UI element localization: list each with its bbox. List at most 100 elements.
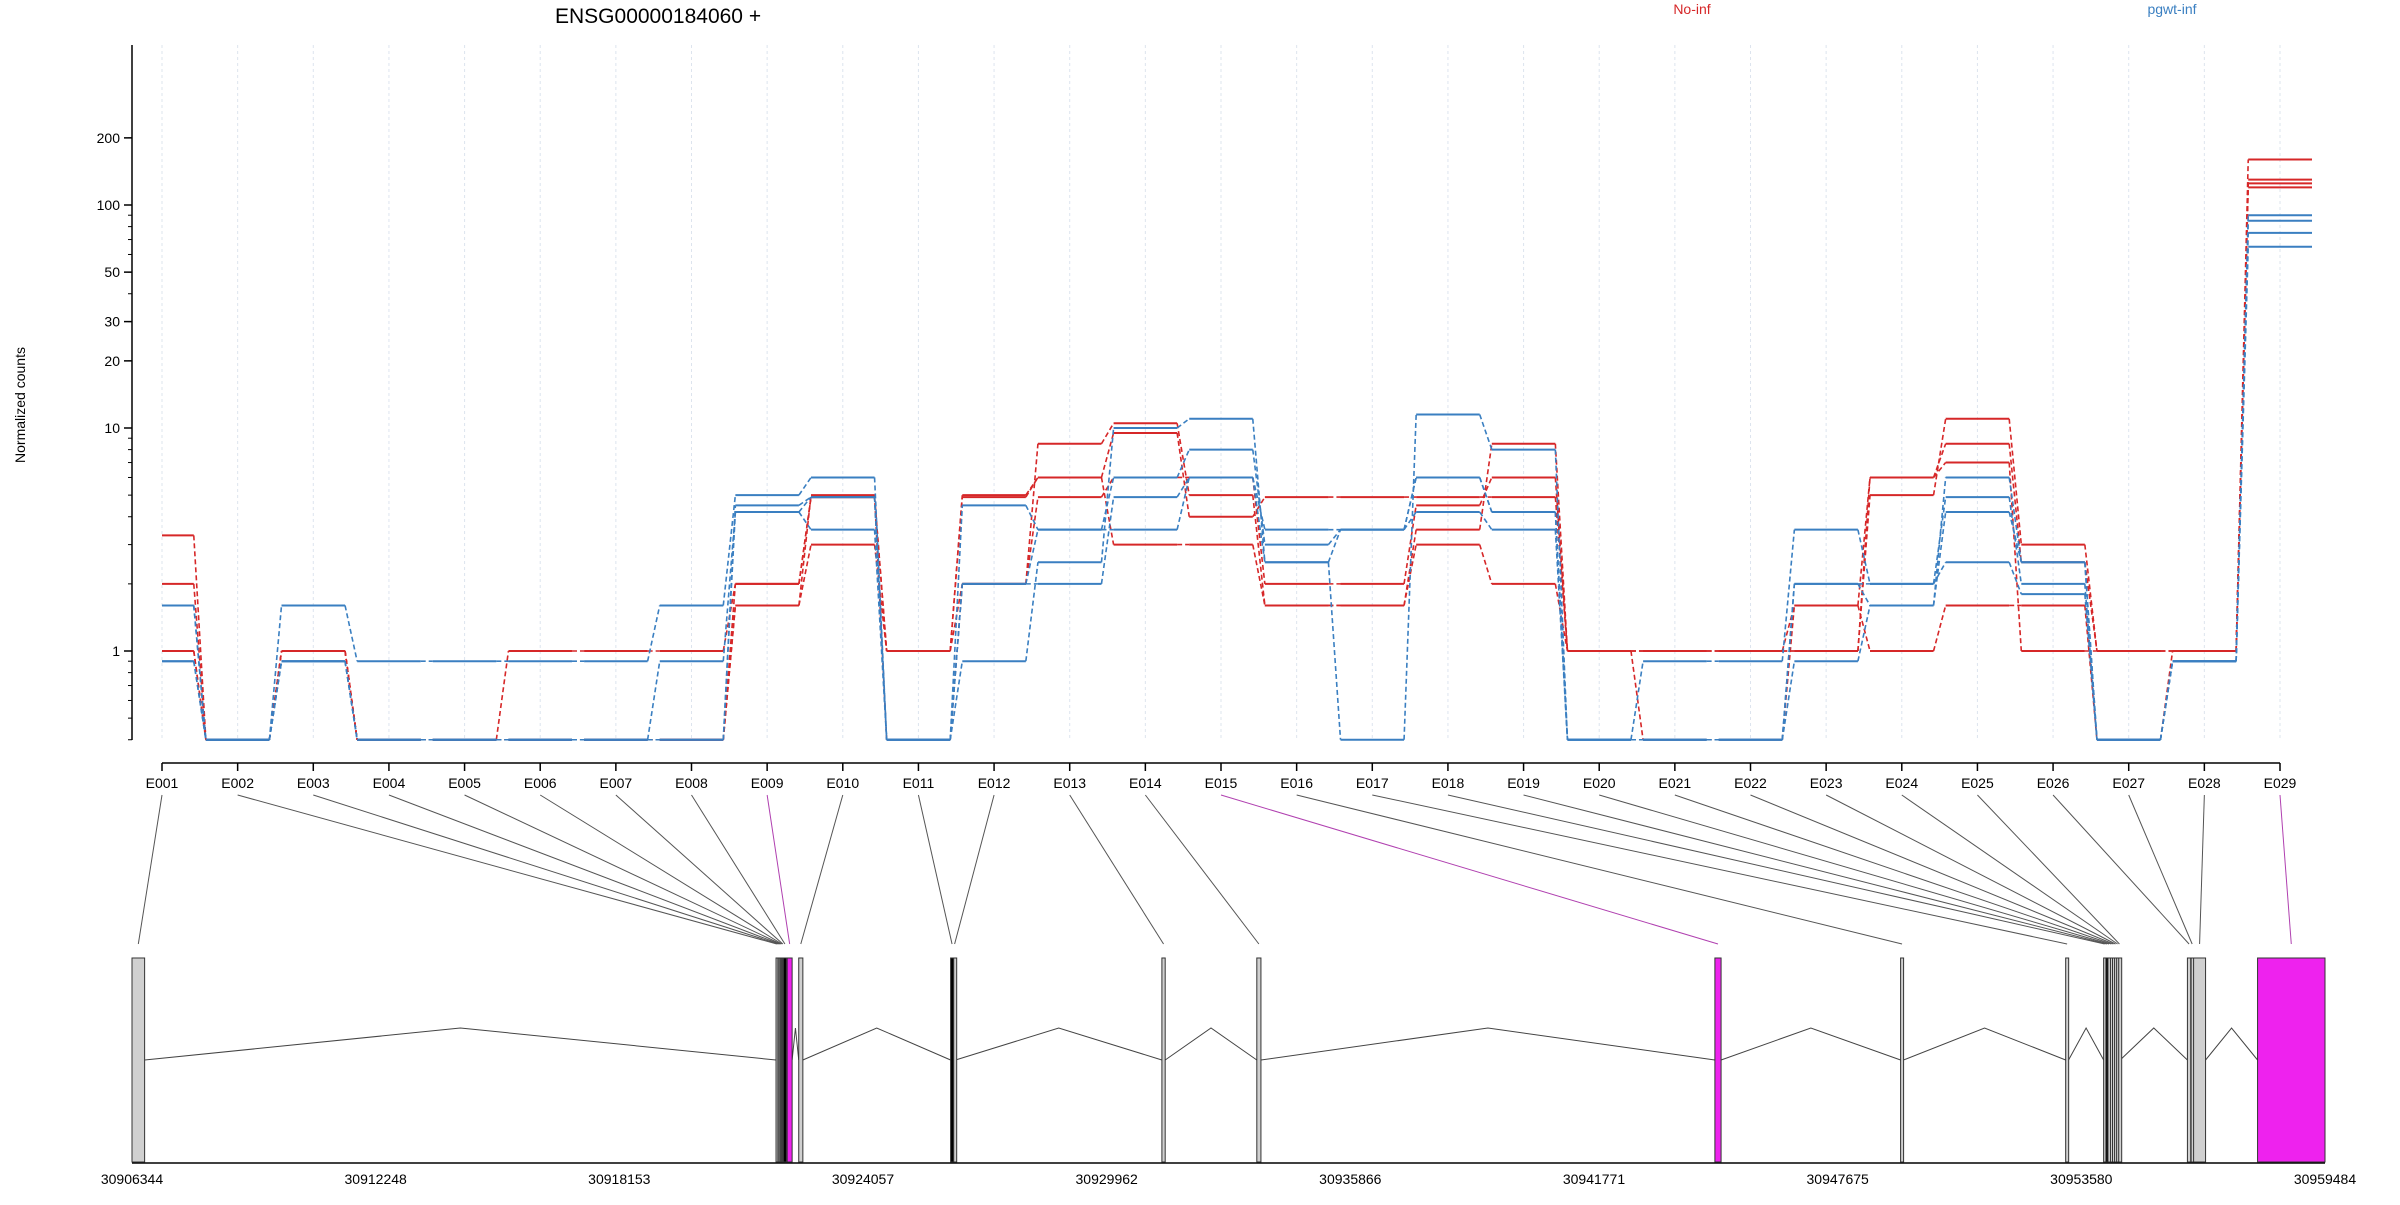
series-transition (1327, 562, 1342, 740)
connector-E016 (1296, 794, 1903, 945)
series-transition (1781, 529, 1796, 662)
exon-box-E001 (131, 957, 146, 1163)
x-tick-label-E011: E011 (903, 775, 935, 791)
x-tick-label-E016: E016 (1280, 775, 1313, 791)
series-transition (798, 496, 812, 506)
series-transition (873, 497, 888, 740)
x-tick-label-E013: E013 (1053, 775, 1086, 791)
series-transition (192, 661, 207, 740)
connector-E009 (766, 794, 791, 945)
series-transition (1932, 462, 1947, 478)
series-transition (1781, 661, 1796, 740)
connector-E025 (1977, 794, 2120, 945)
exon-box-E013 (1161, 957, 1166, 1163)
series-transition (722, 505, 737, 740)
x-tick-label-E012: E012 (978, 775, 1011, 791)
series-transition (2008, 496, 2023, 584)
exon-box-E015 (1714, 957, 1722, 1163)
series-transition (722, 495, 737, 606)
connector-E005 (464, 794, 781, 945)
series-transition (1403, 505, 1417, 584)
series-transition (1025, 477, 1039, 498)
connector-E021 (1674, 794, 2112, 945)
gene-model: 30906344 30912248 30918153 30924057 30929962… (101, 957, 2356, 1187)
intron-line (955, 1027, 1163, 1061)
connector-E024 (1901, 794, 2118, 945)
series-transition (2008, 418, 2023, 545)
series-transition (873, 529, 888, 740)
series-transition (1100, 477, 1115, 545)
series-transition (1100, 422, 1115, 445)
series-transition (495, 650, 510, 740)
exon-box-E026 (2186, 957, 2192, 1163)
series-transition (1025, 443, 1039, 584)
y-tick-label-20: 20 (104, 353, 120, 369)
series-transition (1100, 427, 1115, 563)
series-transition (798, 496, 812, 584)
series-transition (1251, 418, 1266, 563)
series-transition (1478, 477, 1493, 506)
series-transition (268, 661, 283, 740)
series-transition (1025, 504, 1039, 531)
series-layer (162, 158, 2312, 741)
series-transition (722, 605, 737, 740)
x-tick-label-E009: E009 (751, 775, 784, 791)
y-axis-label: Normalized counts (12, 347, 28, 463)
x-tick-label-E026: E026 (2037, 775, 2070, 791)
series-transition (1478, 414, 1493, 450)
series-transition (1403, 544, 1417, 606)
connector-E003 (313, 794, 779, 945)
coordinate-label: 30929962 (1076, 1171, 1139, 1187)
intron-line (1903, 1027, 2066, 1061)
connector-lines (137, 794, 2292, 945)
series-transition (1781, 583, 1796, 740)
series-transition (1403, 414, 1417, 740)
series-transition (1857, 477, 1871, 652)
coordinate-label: 30906344 (101, 1171, 164, 1187)
x-tick-label-E027: E027 (2112, 775, 2145, 791)
series-transition (1251, 477, 1266, 563)
exon-box-E016 (1900, 957, 1905, 1163)
coordinate-label: 30941771 (1563, 1171, 1626, 1187)
series-transition (1781, 605, 1796, 740)
series-transition (798, 495, 812, 606)
connector-E004 (388, 794, 780, 945)
series-transition (949, 661, 964, 740)
intron-line (144, 1027, 777, 1061)
series-transition (1327, 529, 1342, 563)
series-transition (1176, 418, 1190, 429)
x-tick-label-E002: E002 (221, 775, 254, 791)
x-tick-label-E015: E015 (1205, 775, 1238, 791)
x-tick-label-E025: E025 (1961, 775, 1994, 791)
connector-E002 (237, 794, 777, 945)
x-tick-label-E005: E005 (448, 775, 481, 791)
y-tick-label-10: 10 (104, 420, 120, 436)
series-transition (192, 535, 207, 740)
series-transition (949, 583, 964, 740)
series-transition (268, 605, 283, 740)
x-tick-label-E023: E023 (1810, 775, 1843, 791)
series-transition (2008, 511, 2023, 563)
series-transition (192, 605, 207, 740)
x-tick-label-E017: E017 (1356, 775, 1389, 791)
connector-E011 (917, 794, 953, 945)
x-tick-label-E024: E024 (1885, 775, 1918, 791)
connector-E015 (1220, 794, 1719, 945)
x-tick-label-E019: E019 (1507, 775, 1540, 791)
series-transition (2008, 462, 2023, 652)
exon-box-E028 (2193, 957, 2207, 1163)
connector-E028 (2199, 794, 2205, 945)
x-tick-label-E022: E022 (1734, 775, 1767, 791)
y-tick-label-30: 30 (104, 314, 120, 330)
x-tick-label-E028: E028 (2188, 775, 2221, 791)
x-tick-label-E021: E021 (1659, 775, 1692, 791)
series-transition (1176, 477, 1191, 530)
series-transition (2159, 661, 2174, 740)
x-tick-label-E014: E014 (1129, 775, 1162, 791)
series-transition (344, 661, 358, 740)
x-tick-label-E018: E018 (1432, 775, 1465, 791)
series-transition (798, 544, 812, 606)
connector-E022 (1750, 794, 2114, 945)
